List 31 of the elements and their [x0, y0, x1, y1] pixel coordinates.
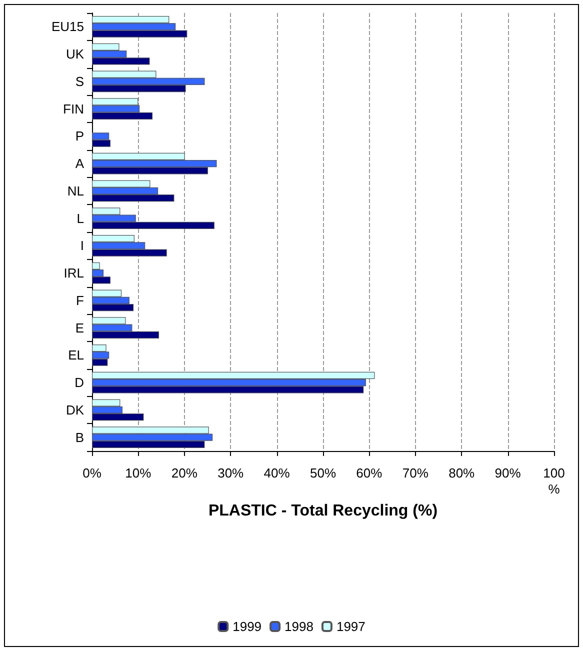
y-tick-label: A	[75, 156, 84, 172]
y-tick-label: D	[74, 375, 84, 390]
legend-label: 1997	[336, 619, 366, 634]
y-tick-label: S	[75, 74, 84, 89]
y-tick-label: E	[75, 320, 84, 336]
x-tick-label: 70%	[402, 466, 429, 480]
y-tick-label: UK	[66, 46, 84, 62]
x-tick-label: 90%	[494, 466, 522, 480]
x-tick-label: 10%	[125, 466, 152, 480]
y-tick-label: I	[80, 238, 84, 254]
x-tick-label: 0%	[82, 466, 102, 480]
x-tick-label: 50%	[310, 466, 336, 480]
x-tick-label: 100 %	[543, 466, 565, 496]
y-tick-label: F	[76, 292, 84, 308]
legend-label: 1999	[232, 619, 262, 634]
x-axis-title: PLASTIC - Total Recycling (%)	[208, 502, 438, 520]
y-tick-label: IRL	[64, 266, 84, 281]
y-tick-label: B	[75, 430, 84, 445]
x-tick-label: 60%	[356, 466, 383, 480]
x-tick-label: 40%	[264, 466, 290, 480]
y-tick-label: DK	[66, 402, 84, 418]
x-tick-label: 20%	[171, 466, 198, 480]
x-tick-label: 30%	[218, 466, 244, 480]
y-tick-label: EU15	[51, 19, 84, 34]
legend-label: 1998	[284, 619, 314, 634]
x-tick-label: 80%	[448, 466, 476, 480]
y-tick-label: EL	[68, 348, 84, 363]
y-tick-label: NL	[67, 183, 84, 198]
y-tick-label: P	[75, 128, 84, 144]
y-tick-label: L	[76, 210, 84, 226]
y-tick-label: FIN	[63, 101, 84, 116]
